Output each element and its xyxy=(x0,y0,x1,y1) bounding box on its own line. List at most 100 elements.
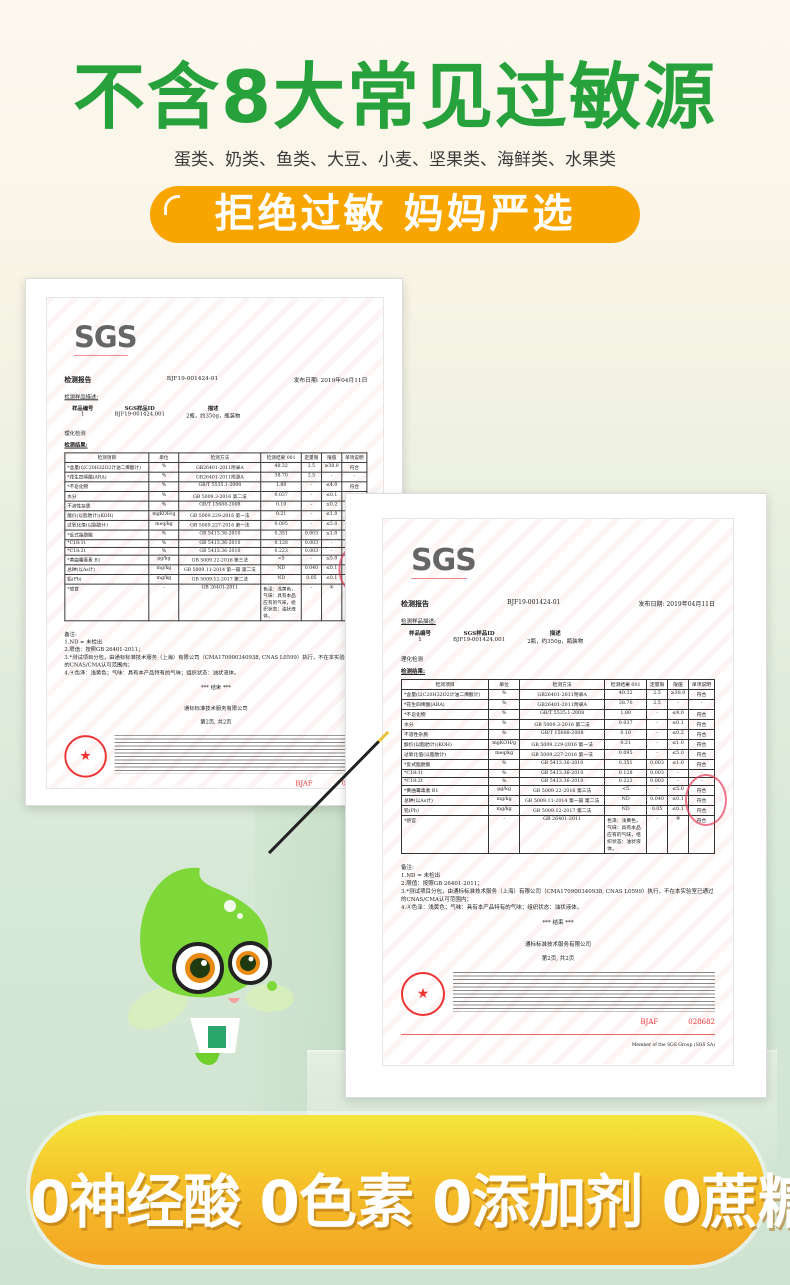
column-header: 检测结果 001 xyxy=(604,679,648,690)
table-cell: 0.095 xyxy=(604,749,648,760)
allergen-list: 蛋类、奶类、鱼类、大豆、小麦、坚果类、海鲜类、水果类 xyxy=(174,150,616,170)
table-cell: - xyxy=(300,554,322,566)
table-cell: ≤0.2 xyxy=(666,729,690,740)
sample-desc-label: 检测样品描述: xyxy=(401,619,436,625)
column-header: 单项说明 xyxy=(341,452,368,464)
table-cell: % xyxy=(488,769,521,778)
terms-fine-print xyxy=(453,972,715,1012)
table-cell: 色泽：浅黄色，气味：具有本品应有的气味，组织状态：油状液体。 xyxy=(604,815,648,854)
table-cell: 0.003 xyxy=(300,529,322,541)
table-cell: GB 5009.229-2016 第一法 xyxy=(519,739,606,750)
table-cell: meq/kg xyxy=(148,519,180,531)
table-cell: GB 5413.36-2010 xyxy=(178,546,262,556)
end-mark: *** 结束 *** xyxy=(200,684,231,691)
headline: 不含8大常见过敏源 xyxy=(72,55,718,139)
table-cell: % xyxy=(148,539,180,548)
table-cell: *C18:1t xyxy=(64,539,150,548)
table-cell: 0.037 xyxy=(604,719,648,730)
sample-value: BJF19-001424.001 xyxy=(453,637,506,643)
note-line: 3.*测试项目分包，由通标标准技术服务（上海）有限公司（CMA170900340… xyxy=(64,655,366,669)
table-cell: *不皂化物 xyxy=(400,709,490,720)
table-cell: GB 5413.36-2010 xyxy=(519,777,606,786)
mascot-icon xyxy=(128,867,294,1065)
table-cell: *C18:2t xyxy=(400,777,490,786)
table-cell: *反式脂肪酸 xyxy=(400,759,490,770)
table-cell: GB 5009.3-2016 第二法 xyxy=(519,719,606,730)
table-cell: *花生四烯酸(ARA) xyxy=(64,471,150,483)
table-cell: ≤4.0 xyxy=(666,709,690,720)
table-cell: - xyxy=(300,583,322,622)
end-mark: *** 结束 *** xyxy=(542,920,574,926)
report-document: SGS 检测报告 BJF19-001424-01 发布日期: 2019年04月11日检… xyxy=(47,298,383,788)
table-cell: μg/kg xyxy=(488,785,521,796)
table-cell: GB26401-2011附录A xyxy=(519,689,606,700)
table-cell: *感官 xyxy=(400,815,490,854)
table-cell: 2.5 xyxy=(646,699,668,710)
table-cell: GB 5009.22-2016 第三法 xyxy=(178,554,262,566)
table-cell: - xyxy=(320,471,343,483)
sgs-logo: SGS xyxy=(74,321,138,356)
table-cell: - xyxy=(646,729,668,740)
table-cell: GB 5009.3-2016 第二法 xyxy=(178,490,262,502)
results-label: 检测结果: xyxy=(64,442,88,449)
table-row: *不皂化物% GB/T 5535.1-2008 1.80- ≤4.0 符合 xyxy=(400,709,715,720)
table-cell: GB/T 15688-2008 xyxy=(519,729,606,740)
table-cell: GB 5413.36-2010 xyxy=(178,529,262,541)
table-cell: % xyxy=(488,729,521,740)
note-line: 备注: xyxy=(64,631,77,638)
table-cell: ≤0.1 xyxy=(320,490,343,502)
table-cell: - xyxy=(646,709,668,720)
table-cell: 40.32 xyxy=(260,462,302,473)
sample-value: 2瓶，约350g，瓶装物 xyxy=(527,639,584,645)
table-cell: 2.5 xyxy=(646,689,668,700)
table-cell: % xyxy=(148,490,180,502)
table-cell: - xyxy=(666,769,690,778)
table-cell: 酸价(以脂肪计)(KOH) xyxy=(64,510,150,521)
table-cell: 0.003 xyxy=(646,769,668,778)
report-footer: ★ xyxy=(401,972,715,1016)
table-cell: *含量(以C20H32O2计油二烯酸计) xyxy=(400,689,490,700)
table-cell: 0.10 xyxy=(604,729,648,740)
table-cell: 2.5 xyxy=(300,462,322,473)
page-number: 第2页, 共2页 xyxy=(200,719,232,726)
table-cell: GB26401-2011附录A xyxy=(178,462,262,473)
table-cell: GB/T 15688-2008 xyxy=(178,500,262,512)
table-row: *黄曲霉毒素 B1 μg/kg GB 5009.22-2016 第三法 <5- ≤5.0… xyxy=(64,554,368,566)
sample-field: 描述 2瓶，约350g，瓶装物 xyxy=(527,629,583,645)
table-row: 过氧化值(以脂肪计) meq/kg GB 5009.227-2016 第一法 0.09… xyxy=(400,749,715,760)
gloss-highlight-icon xyxy=(164,195,180,215)
table-cell: - xyxy=(320,539,343,548)
table-cell: 38.70 xyxy=(260,471,302,483)
table-cell: 0.003 xyxy=(300,539,322,548)
table-cell: % xyxy=(488,689,521,700)
table-cell: 0.351 xyxy=(260,529,302,541)
table-cell: 1.80 xyxy=(604,709,648,720)
table-cell: GB 5009.227-2016 第一法 xyxy=(178,519,262,531)
table-cell: GB 5413.36-2010 xyxy=(519,759,606,770)
table-cell: - xyxy=(148,583,180,622)
table-row: *黄曲霉毒素 B1 μg/kg GB 5009.22-2016 第三法 <5- ≤5.0… xyxy=(400,785,715,796)
note-line: 3.*测试项目分包，由通标标准技术服务（上海）有限公司（CMA170900340… xyxy=(401,889,714,903)
certificate-frame-back: SGS 检测报告 BJF19-001424-01 发布日期: 2019年04月11日检… xyxy=(25,278,403,806)
table-cell: 符合 xyxy=(688,729,715,740)
report-title: 检测报告 xyxy=(64,375,92,384)
sample-value: 1 xyxy=(81,411,85,418)
table-cell: - xyxy=(488,815,521,854)
results-table: 检测项目 单位 检测方法 检测结果 001 定量限 限值 单项说明 *含量(以C20H32O2… xyxy=(400,679,715,854)
table-cell: ND xyxy=(604,795,648,806)
serial-codes: BJAF 028682 xyxy=(401,1018,715,1026)
table-cell: 符合 xyxy=(688,739,715,750)
column-header: 检测方法 xyxy=(178,452,262,464)
table-cell: 0.037 xyxy=(260,490,302,502)
column-header: 限值 xyxy=(666,679,690,690)
table-row: *感官 - GB 26401-2011 色泽：浅黄色，气味：具有本品应有的气味，组织状… xyxy=(400,815,715,854)
table-row: *含量(以C20H32O2计油二烯酸计)% GB26401-2011附录A 40.3… xyxy=(64,462,368,473)
table-cell: mg/kg xyxy=(148,564,180,575)
table-row: *花生四烯酸(ARA)% GB26401-2011附录A 38.70 2.5- - xyxy=(64,471,368,483)
note-line: 1.ND = 未检出 xyxy=(401,873,441,879)
table-cell: - xyxy=(300,519,322,531)
table-cell: - xyxy=(688,699,715,710)
table-cell: μg/kg xyxy=(148,554,180,566)
